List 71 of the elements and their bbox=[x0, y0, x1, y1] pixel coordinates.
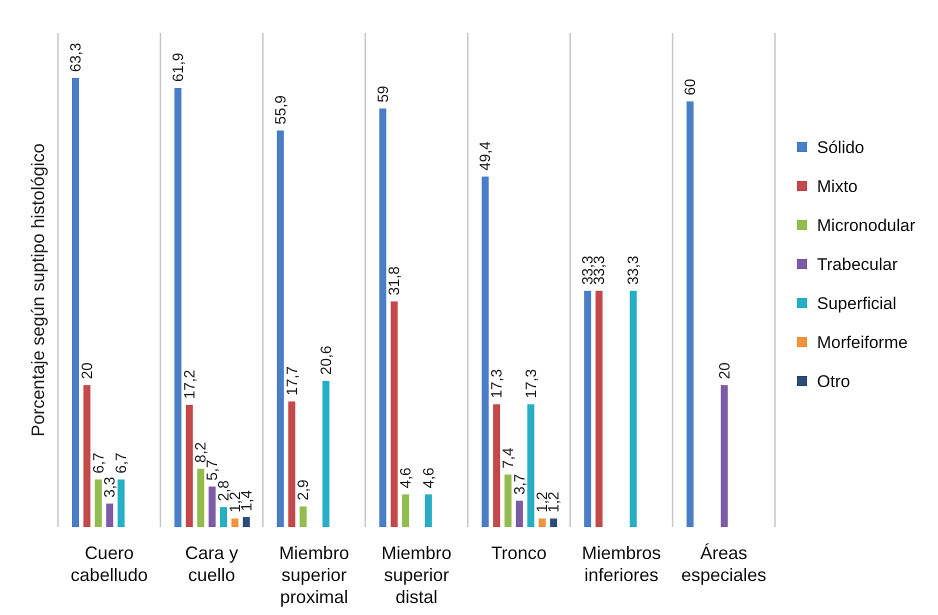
bar bbox=[493, 404, 500, 527]
bar bbox=[584, 290, 592, 527]
bar bbox=[482, 176, 489, 527]
data-label: 61,9 bbox=[170, 52, 187, 82]
bar bbox=[220, 507, 228, 527]
data-label: 17,3 bbox=[488, 369, 506, 398]
bar bbox=[72, 78, 79, 527]
legend-label: Sólido bbox=[817, 138, 864, 157]
x-tick-label: Miembro superior proximal bbox=[279, 543, 350, 607]
x-tick-label: Cuero cabelludo bbox=[70, 543, 148, 585]
data-label: 31,8 bbox=[386, 266, 404, 296]
data-label: 2,9 bbox=[295, 480, 312, 500]
bar bbox=[118, 479, 125, 527]
x-tick-label: Áreas especiales bbox=[681, 543, 766, 585]
data-label: 63,3 bbox=[68, 42, 84, 72]
legend-label: Mixto bbox=[817, 177, 858, 196]
data-label: 3,3 bbox=[102, 476, 119, 498]
data-label: 33,3 bbox=[625, 256, 642, 285]
bar bbox=[402, 494, 410, 527]
bar bbox=[94, 479, 102, 527]
legend-label: Micronodular bbox=[817, 216, 916, 235]
data-label: 55,9 bbox=[272, 95, 290, 124]
bar bbox=[390, 301, 398, 527]
data-label: 17,7 bbox=[284, 366, 301, 396]
legend-label: Trabecular bbox=[817, 255, 898, 274]
data-label: 60 bbox=[682, 78, 700, 96]
legend-label: Otro bbox=[817, 372, 850, 391]
x-tick-label: Miembros inferiores bbox=[582, 543, 661, 585]
data-label: 6,7 bbox=[113, 452, 130, 474]
bar bbox=[322, 380, 330, 527]
bar bbox=[242, 517, 250, 527]
bar bbox=[516, 500, 523, 527]
bar bbox=[686, 101, 694, 527]
data-label: 4,6 bbox=[398, 468, 415, 488]
bar bbox=[596, 290, 603, 527]
bar bbox=[276, 130, 284, 527]
bar bbox=[630, 290, 637, 527]
data-label: 17,2 bbox=[181, 370, 198, 399]
legend-label: Superficial bbox=[817, 294, 896, 313]
data-label: 49,4 bbox=[477, 141, 494, 171]
bar bbox=[208, 486, 216, 527]
bar bbox=[231, 518, 238, 527]
bar bbox=[300, 506, 307, 527]
bar bbox=[106, 504, 114, 527]
data-label: 4,6 bbox=[420, 468, 438, 488]
data-label: 59 bbox=[374, 86, 392, 102]
data-label: 20,6 bbox=[318, 346, 335, 375]
bar bbox=[186, 404, 193, 527]
data-label: 20 bbox=[716, 362, 734, 380]
x-tick-label: Tronco bbox=[491, 543, 547, 563]
x-tick-label: Cara y cuello bbox=[185, 543, 238, 585]
data-label: 6,7 bbox=[90, 452, 108, 474]
bar bbox=[720, 385, 728, 527]
data-label: 17,3 bbox=[522, 369, 540, 398]
data-label: 7,4 bbox=[500, 448, 518, 469]
bar bbox=[538, 518, 546, 527]
y-axis-title: Porcentaje según suptipo histológico bbox=[28, 143, 48, 437]
bar bbox=[174, 88, 182, 527]
bar bbox=[550, 518, 558, 527]
data-label: 5,7 bbox=[204, 460, 222, 481]
bar bbox=[197, 468, 204, 527]
bar bbox=[379, 108, 386, 527]
data-label: 3,7 bbox=[511, 474, 528, 495]
x-tick-label: Miembro superior distal bbox=[381, 543, 452, 607]
bar bbox=[527, 404, 534, 527]
data-label: 20 bbox=[78, 362, 96, 380]
bar bbox=[424, 494, 432, 527]
bar bbox=[288, 401, 296, 527]
bar bbox=[504, 474, 512, 527]
legend-label: Morfeiforme bbox=[817, 333, 908, 352]
bar bbox=[83, 385, 90, 527]
